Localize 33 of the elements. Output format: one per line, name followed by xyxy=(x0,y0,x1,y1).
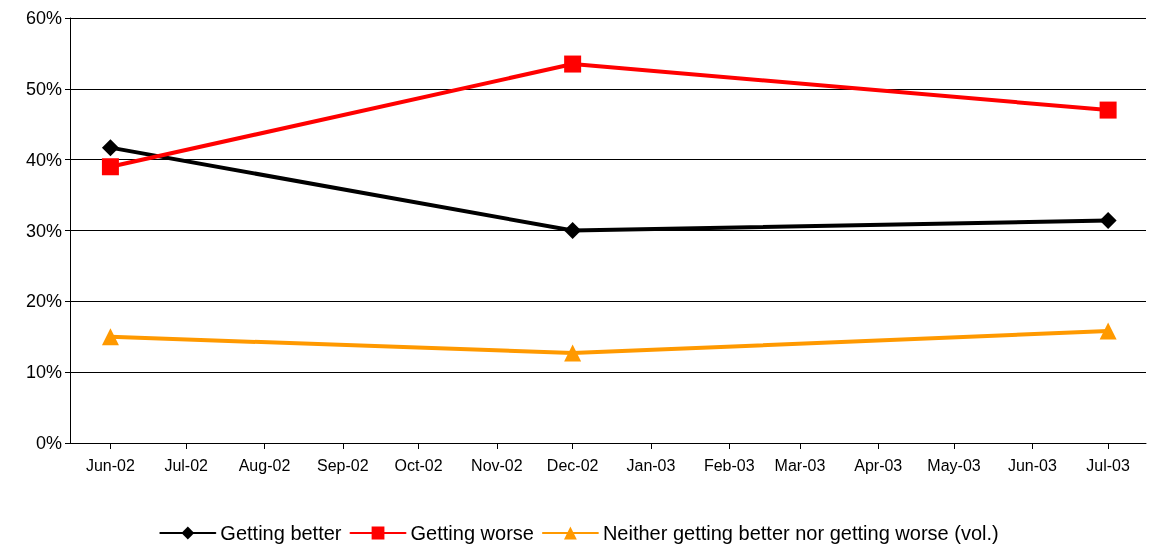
x-tick-label: Apr-03 xyxy=(854,456,903,474)
y-tick-label: 50% xyxy=(25,78,62,99)
x-tick-label: Aug-02 xyxy=(238,456,291,474)
legend-label: Getting better xyxy=(220,522,342,544)
legend-label: Neither getting better nor getting worse (vol.) xyxy=(602,522,999,544)
y-tick-label: 10% xyxy=(25,362,62,383)
x-tick-label: Mar-03 xyxy=(774,456,826,474)
point xyxy=(1099,322,1117,340)
x-tick-label: Sep-02 xyxy=(316,456,369,474)
x-tick-label: May-03 xyxy=(927,456,981,474)
point xyxy=(564,222,582,239)
point xyxy=(101,158,119,176)
x-tick-label: Jul-03 xyxy=(1086,456,1130,474)
point xyxy=(1099,101,1117,119)
point xyxy=(1099,212,1117,230)
x-tick-label: Jan-03 xyxy=(626,456,676,474)
point xyxy=(564,55,582,73)
x-tick-label: Jun-03 xyxy=(1007,456,1057,474)
y-tick-label: 20% xyxy=(25,291,62,312)
point xyxy=(564,344,582,362)
point xyxy=(101,139,119,157)
y-tick-label: 40% xyxy=(25,149,62,170)
x-tick-label: Jul-02 xyxy=(164,456,209,474)
y-tick-label: 0% xyxy=(35,433,62,453)
point xyxy=(101,328,119,346)
y-tick-label: 60% xyxy=(25,8,62,28)
x-tick-label: Feb-03 xyxy=(703,456,755,474)
legend-label: Getting worse xyxy=(410,522,534,544)
x-tick-label: Oct-02 xyxy=(394,456,443,474)
x-tick-label: Nov-02 xyxy=(471,456,523,474)
x-tick-label: Dec-02 xyxy=(546,456,599,474)
x-tick-label: Jun-02 xyxy=(85,456,135,474)
y-tick-label: 30% xyxy=(25,220,62,241)
